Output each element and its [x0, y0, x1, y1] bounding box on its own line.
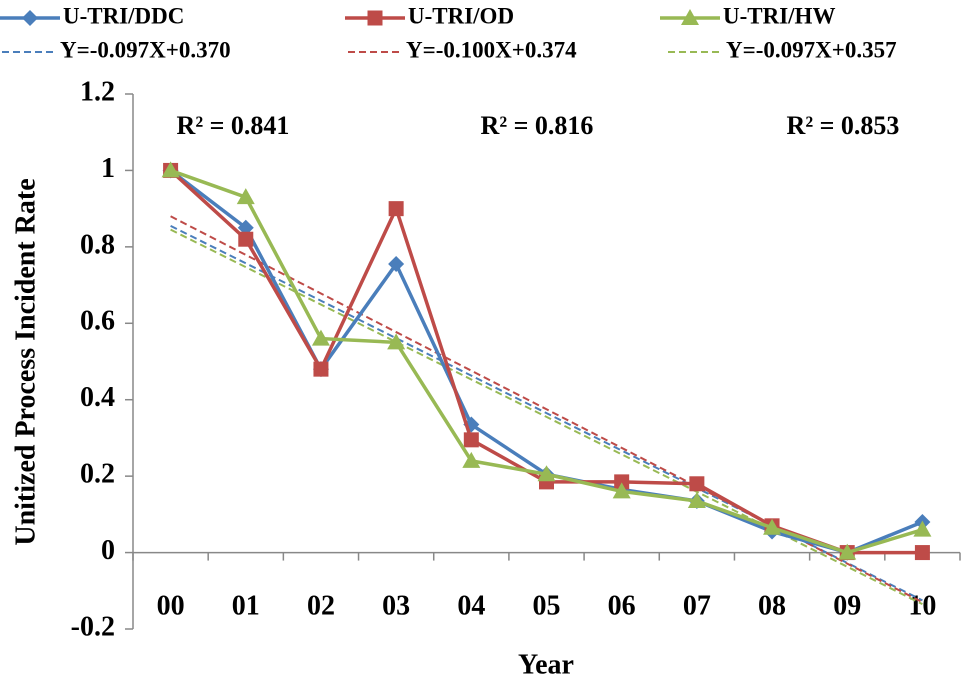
data-point [914, 545, 930, 561]
data-point [838, 543, 857, 560]
legend-marker [367, 10, 383, 26]
data-point [614, 474, 630, 490]
r-squared: R² = 0.853 [787, 111, 900, 140]
series-line [170, 168, 923, 555]
data-point [388, 256, 405, 273]
legend-marker [22, 10, 38, 26]
legend-label: Y=-0.097X+0.370 [60, 37, 231, 62]
data-point [537, 465, 556, 482]
x-tick-label: 04 [457, 590, 485, 621]
data-point [763, 518, 782, 535]
data-point [311, 329, 330, 346]
legend-label: U-TRI/DDC [63, 3, 184, 28]
x-tick-label: 02 [307, 590, 335, 621]
x-tick-label: 07 [683, 590, 711, 621]
x-axis-title: Year [518, 649, 574, 680]
legend-label: U-TRI/HW [723, 3, 835, 28]
series-line [169, 169, 923, 555]
x-tick-label: 05 [533, 590, 561, 621]
legend-label: U-TRI/OD [408, 3, 514, 28]
y-tick-label: 0 [101, 535, 115, 566]
legend-marker [681, 9, 699, 25]
data-point [161, 161, 180, 178]
y-tick-label: 1.2 [80, 76, 115, 107]
data-point [238, 231, 254, 247]
x-tick-label: 08 [758, 590, 786, 621]
data-point [236, 188, 255, 205]
x-tick-label: 03 [382, 590, 410, 621]
y-tick-label: 0.4 [80, 382, 115, 413]
r-squared: R² = 0.816 [481, 111, 594, 140]
data-point [387, 333, 406, 350]
y-tick-label: 1 [101, 153, 115, 184]
data-point [687, 491, 706, 508]
x-tick-label: 09 [833, 590, 861, 621]
data-point [463, 432, 479, 448]
y-axis-title: Unitized Process Incident Rate [10, 178, 41, 545]
r-squared: R² = 0.841 [177, 111, 290, 140]
y-tick-label: 0.8 [80, 229, 115, 260]
y-tick-label: -0.2 [71, 611, 115, 642]
data-point [388, 201, 404, 217]
data-point [313, 361, 329, 377]
trend-line [170, 215, 923, 604]
data-point [462, 451, 481, 468]
series-line [169, 169, 924, 555]
x-tick-label: 00 [157, 590, 185, 621]
data-point [612, 482, 631, 499]
y-tick-label: 0.6 [80, 306, 115, 337]
x-tick-label: 01 [232, 590, 260, 621]
data-point [689, 476, 705, 492]
x-tick-label: 06 [608, 590, 636, 621]
legend-label: Y=-0.097X+0.357 [726, 37, 897, 62]
trend-line [170, 228, 923, 606]
legend-label: Y=-0.100X+0.374 [406, 37, 577, 62]
data-point [913, 520, 932, 537]
y-tick-label: 0.2 [80, 459, 115, 490]
